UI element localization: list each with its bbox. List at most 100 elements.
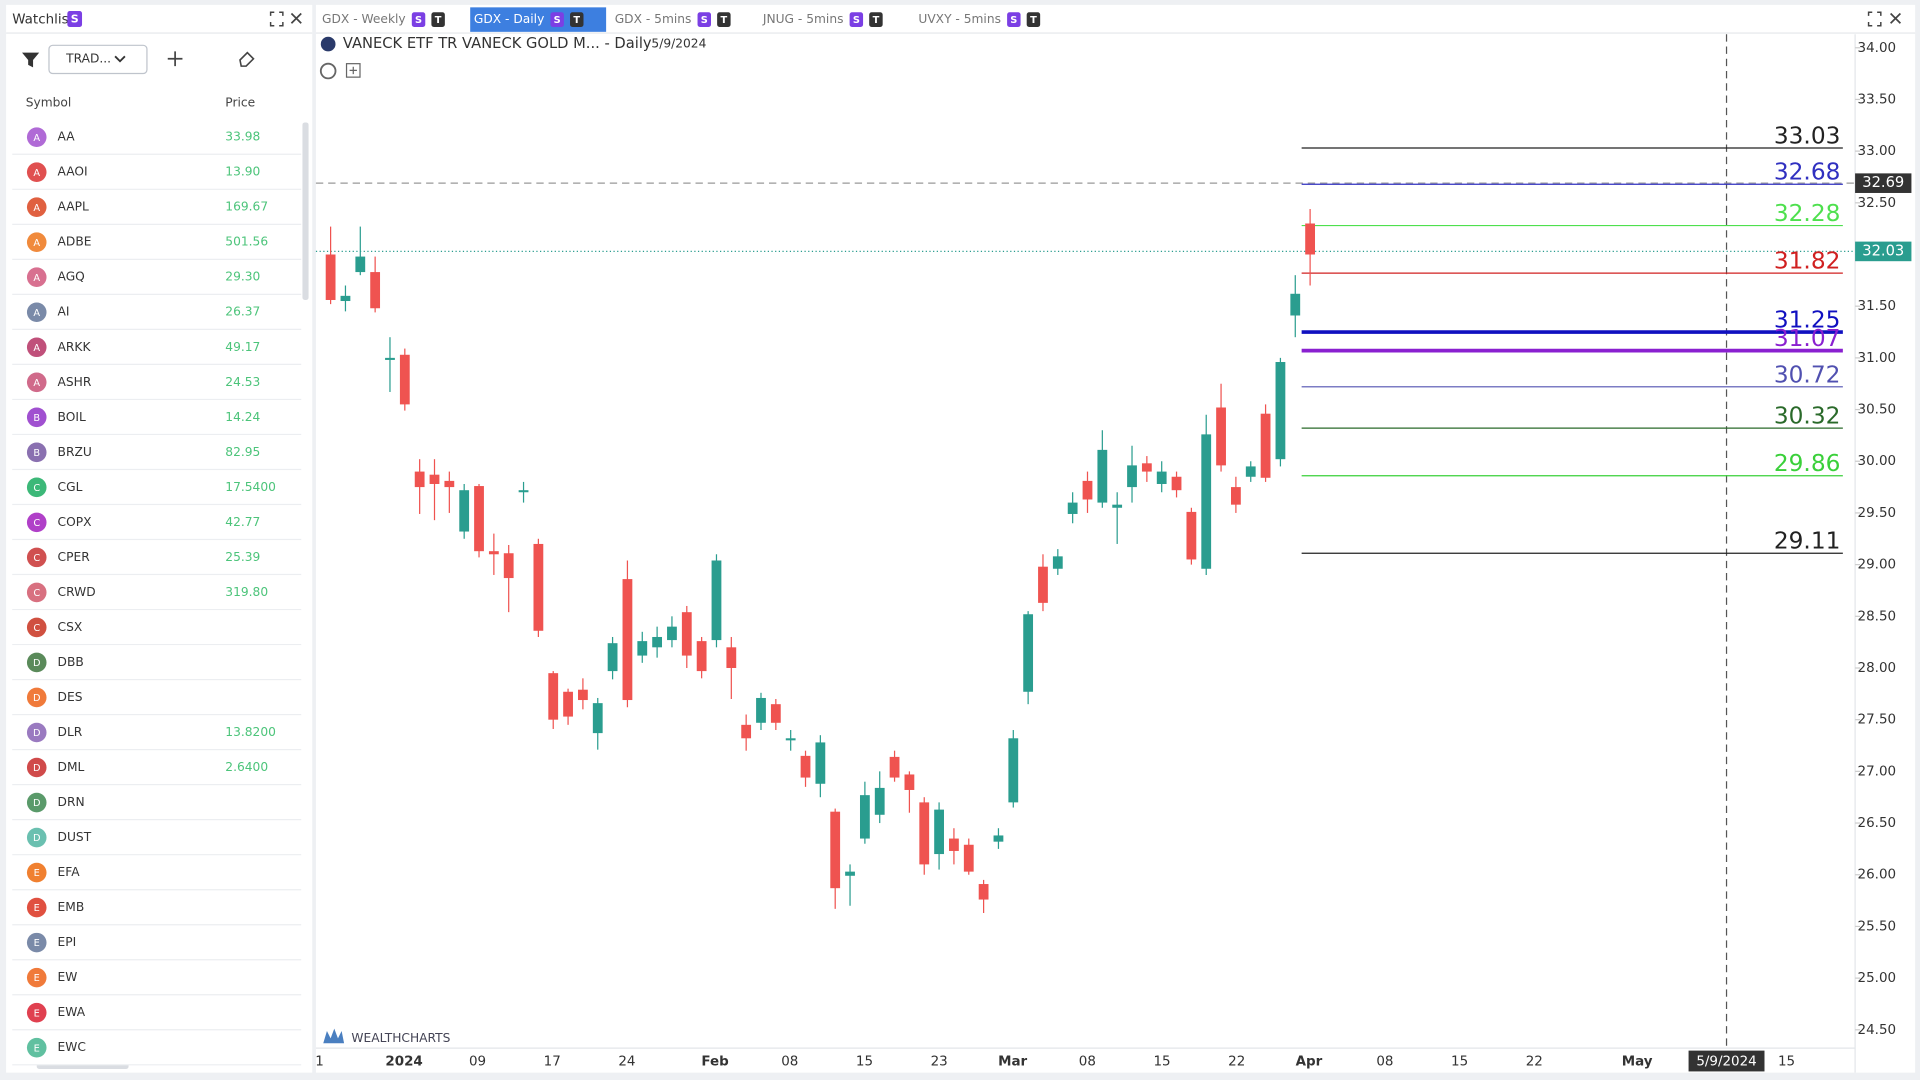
symbol: AGQ bbox=[58, 270, 85, 284]
x-tick-label: 23 bbox=[931, 1055, 948, 1070]
watchlist-row[interactable] bbox=[12, 260, 302, 295]
watchlist-row[interactable] bbox=[12, 540, 302, 575]
watchlist-row[interactable] bbox=[12, 435, 302, 470]
watchlist-row[interactable] bbox=[12, 785, 302, 820]
filter-text: TRAD... bbox=[65, 51, 111, 65]
y-tick-label: 34.00 bbox=[1858, 41, 1897, 56]
candle-body bbox=[355, 256, 366, 273]
add-icon[interactable] bbox=[167, 51, 183, 67]
watchlist-row[interactable] bbox=[12, 190, 302, 225]
scrollbar[interactable] bbox=[302, 122, 309, 301]
candle-body bbox=[919, 802, 930, 865]
level-label: 29.86 bbox=[1774, 450, 1841, 477]
symbol-avatar bbox=[26, 267, 47, 288]
watchlist-row[interactable] bbox=[12, 610, 302, 645]
tab-badge-text: T bbox=[873, 15, 880, 26]
tab-badge-text: T bbox=[573, 15, 580, 26]
avatar-letter: C bbox=[33, 483, 40, 494]
tab-badge bbox=[869, 12, 883, 27]
watchlist-row[interactable] bbox=[12, 470, 302, 505]
watchlist-row[interactable] bbox=[12, 890, 302, 925]
watchlist-row[interactable] bbox=[12, 855, 302, 890]
y-tick-label: 31.00 bbox=[1858, 351, 1897, 366]
watchlist-row[interactable] bbox=[12, 960, 302, 995]
watchlist-row[interactable] bbox=[12, 925, 302, 960]
settings-icon[interactable] bbox=[319, 62, 337, 80]
level-label: 32.68 bbox=[1774, 159, 1841, 186]
candle-body bbox=[667, 626, 677, 641]
y-tick-label: 25.00 bbox=[1858, 971, 1897, 986]
candle-body bbox=[652, 636, 663, 648]
candle-body bbox=[1067, 502, 1078, 514]
watchlist-row[interactable] bbox=[12, 330, 302, 365]
symbol: AAOI bbox=[58, 165, 88, 179]
filter-icon[interactable] bbox=[22, 52, 40, 68]
watchlist-row[interactable] bbox=[12, 365, 302, 400]
candle-body bbox=[503, 553, 514, 579]
badge bbox=[67, 11, 83, 27]
symbol-avatar bbox=[26, 722, 47, 743]
y-tick-label: 28.00 bbox=[1858, 661, 1897, 676]
chart-panel bbox=[315, 4, 1916, 1073]
watchlist-row[interactable] bbox=[12, 225, 302, 260]
symbol: DML bbox=[58, 760, 85, 774]
watchlist-row[interactable] bbox=[12, 155, 302, 190]
watchlist-row[interactable] bbox=[12, 645, 302, 680]
x-tick-label: Mar bbox=[998, 1055, 1027, 1070]
add-indicator-icon bbox=[349, 66, 357, 75]
price: 24.53 bbox=[225, 375, 260, 389]
close-icon[interactable] bbox=[290, 12, 302, 24]
price: 13.8200 bbox=[225, 725, 276, 739]
watchlist-row[interactable] bbox=[12, 680, 302, 715]
watchlist-row[interactable] bbox=[12, 120, 302, 155]
candle-body bbox=[1097, 449, 1108, 503]
tab-label: JNUG - 5mins bbox=[762, 12, 844, 26]
symbol-avatar bbox=[26, 372, 47, 393]
watchlist-row[interactable] bbox=[12, 505, 302, 540]
symbol: AI bbox=[58, 305, 70, 319]
watchlist-row[interactable] bbox=[12, 820, 302, 855]
tab-badge-text: S bbox=[1010, 15, 1017, 26]
candle-body bbox=[800, 755, 811, 778]
watchlist-row[interactable] bbox=[12, 400, 302, 435]
tab-label: GDX - Weekly bbox=[322, 12, 406, 26]
candle-body bbox=[711, 560, 722, 641]
price: 13.90 bbox=[225, 165, 260, 179]
x-tick-label: 15 bbox=[856, 1055, 873, 1070]
symbol: AAPL bbox=[58, 200, 89, 214]
candle-body bbox=[1231, 487, 1241, 505]
candle-body bbox=[889, 756, 900, 778]
level-label: 31.25 bbox=[1774, 307, 1841, 334]
y-tick-label: 24.50 bbox=[1858, 1023, 1897, 1038]
watchlist-row[interactable] bbox=[12, 575, 302, 610]
filter-dropdown[interactable] bbox=[48, 44, 148, 75]
candle-body bbox=[1275, 362, 1286, 460]
y-tick-label: 26.50 bbox=[1858, 816, 1897, 831]
price: 25.39 bbox=[225, 550, 260, 564]
symbol: ASHR bbox=[58, 375, 92, 389]
tab-badge-text: S bbox=[554, 15, 561, 26]
x-tick-label: May bbox=[1622, 1055, 1653, 1070]
watchlist-row[interactable] bbox=[12, 995, 302, 1030]
candle-body bbox=[1290, 293, 1301, 316]
tab-badge bbox=[849, 12, 864, 27]
candle-body bbox=[993, 835, 1004, 842]
x-tick-label: 09 bbox=[469, 1055, 486, 1070]
candle-body bbox=[414, 471, 425, 488]
candle-body bbox=[1201, 434, 1212, 569]
watchlist-row[interactable] bbox=[12, 715, 302, 750]
close-icon[interactable] bbox=[1890, 12, 1902, 24]
price: 82.95 bbox=[225, 445, 260, 459]
symbol: DUST bbox=[58, 830, 92, 844]
symbol-avatar bbox=[26, 1002, 47, 1023]
expand-icon[interactable] bbox=[1867, 11, 1882, 27]
price: 14.24 bbox=[225, 410, 260, 424]
watchlist-row[interactable] bbox=[12, 750, 302, 785]
watchlist-row[interactable] bbox=[12, 295, 302, 330]
eraser-icon[interactable] bbox=[239, 51, 255, 67]
watchlist-row[interactable] bbox=[12, 1030, 302, 1065]
symbol: BRZU bbox=[58, 445, 92, 459]
expand-icon[interactable] bbox=[269, 11, 284, 27]
candle-body bbox=[1216, 407, 1226, 466]
